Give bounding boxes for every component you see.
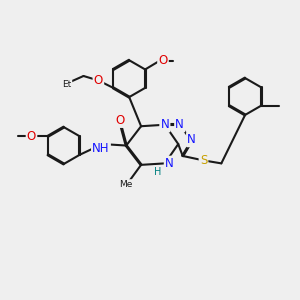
Text: S: S (200, 154, 207, 167)
Text: N: N (187, 133, 196, 146)
Text: N: N (165, 157, 174, 170)
Text: Me: Me (119, 180, 133, 189)
Text: N: N (160, 118, 169, 131)
Text: N: N (175, 118, 184, 131)
Text: O: O (27, 130, 36, 143)
Text: Et: Et (62, 80, 72, 89)
Text: NH: NH (92, 142, 110, 155)
Text: O: O (116, 114, 125, 127)
Text: O: O (94, 74, 103, 87)
Text: O: O (158, 54, 168, 67)
Text: H: H (154, 167, 161, 177)
